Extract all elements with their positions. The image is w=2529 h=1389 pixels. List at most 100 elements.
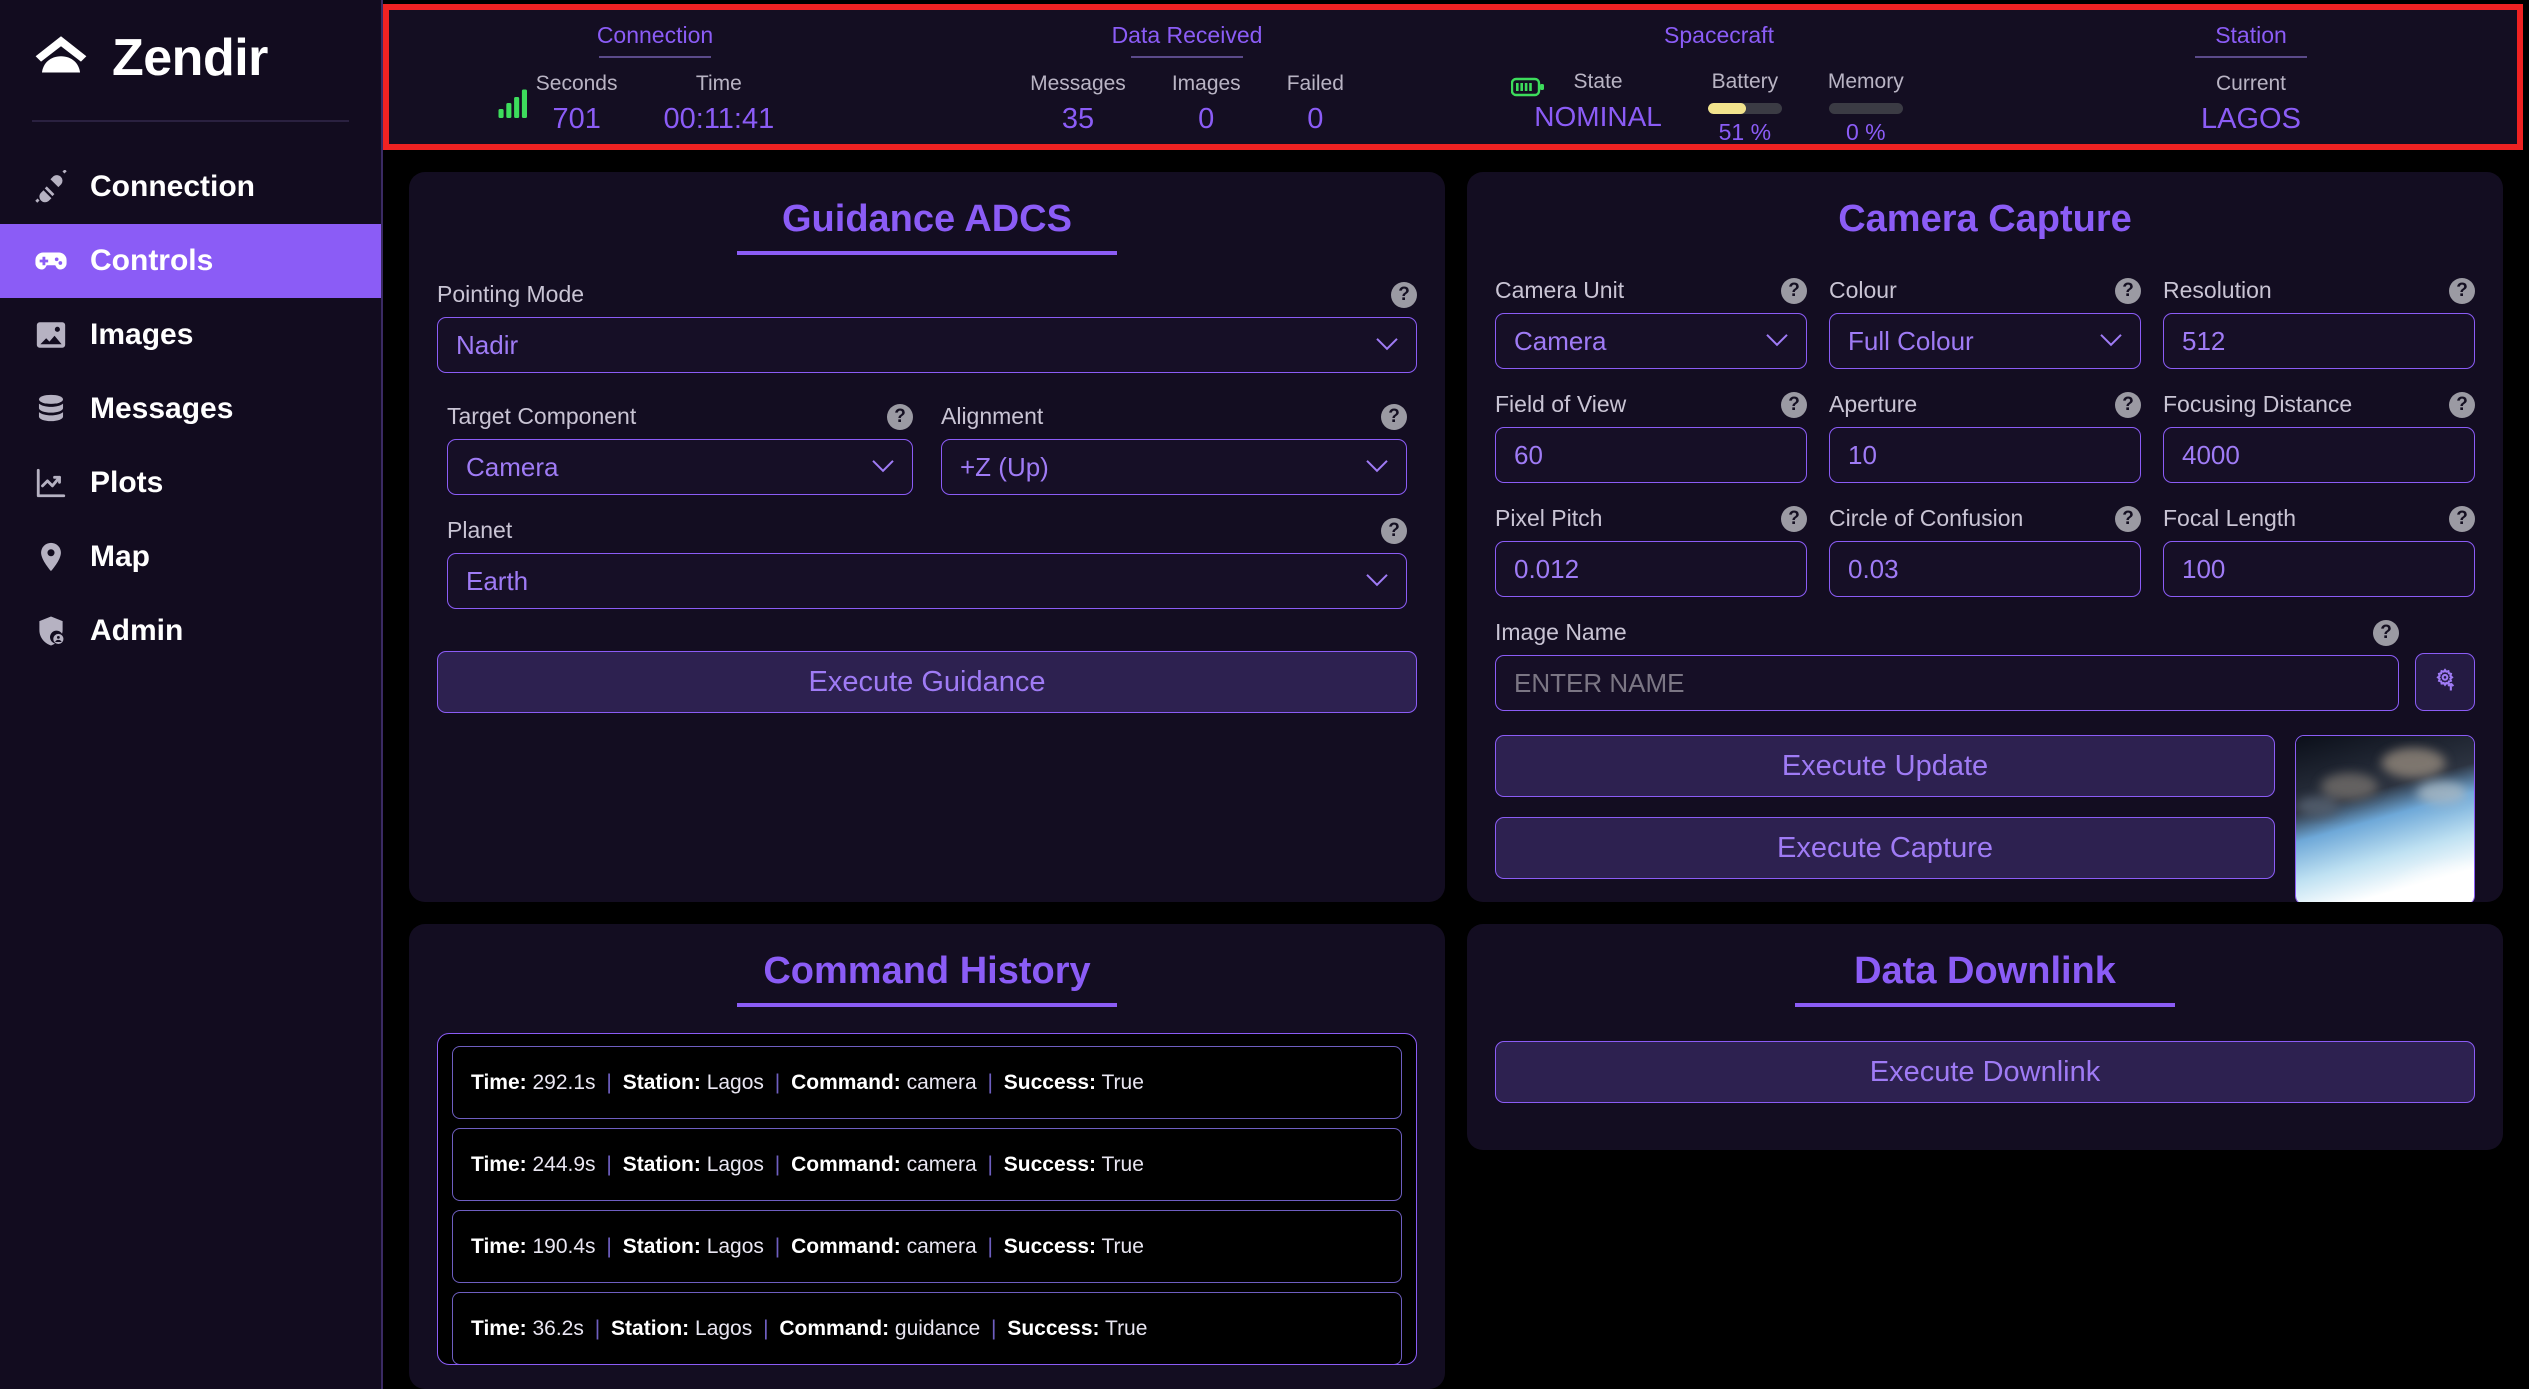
sidebar-item-connection[interactable]: Connection xyxy=(0,150,381,224)
focal-length-input[interactable]: 100 xyxy=(2163,541,2475,597)
station-value: Lagos xyxy=(706,1070,764,1094)
camera-unit-select[interactable]: Camera xyxy=(1495,313,1807,369)
stat-label: Failed xyxy=(1286,72,1344,95)
help-icon[interactable]: ? xyxy=(1781,277,1807,304)
chevron-down-icon xyxy=(1766,334,1788,347)
list-item[interactable]: Time: 190.4s | Station: Lagos | Command:… xyxy=(452,1210,1402,1283)
success-value: True xyxy=(1105,1316,1148,1340)
execute-capture-button[interactable]: Execute Capture xyxy=(1495,817,2275,879)
history-entry-text: Time: 36.2s | Station: Lagos | Command: … xyxy=(471,1317,1147,1341)
panel-command-history: Command History Time: 292.1s | Station: … xyxy=(409,924,1445,1389)
sidebar-item-admin[interactable]: Admin xyxy=(0,594,381,668)
command-history-list[interactable]: Time: 292.1s | Station: Lagos | Command:… xyxy=(437,1033,1417,1365)
line-chart-icon xyxy=(34,466,68,500)
help-icon[interactable]: ? xyxy=(887,403,913,430)
gear-upload-button[interactable] xyxy=(2415,653,2475,711)
image-name-input[interactable]: ENTER NAME xyxy=(1495,655,2399,711)
list-item[interactable]: Time: 244.9s | Station: Lagos | Command:… xyxy=(452,1128,1402,1201)
title-rule xyxy=(1131,56,1243,58)
planet-select[interactable]: Earth xyxy=(447,553,1407,609)
page-title: Guidance ADCS xyxy=(782,198,1072,240)
help-icon[interactable]: ? xyxy=(2449,505,2475,532)
help-icon[interactable]: ? xyxy=(1381,517,1407,544)
help-icon[interactable]: ? xyxy=(2373,619,2399,646)
status-group-data-received: Data Received Messages 35 Images 0 Faile… xyxy=(921,10,1453,144)
help-icon[interactable]: ? xyxy=(1781,505,1807,532)
stat-current-station: Current LAGOS xyxy=(2201,72,2301,136)
aperture-input[interactable]: 10 xyxy=(1829,427,2141,483)
help-icon[interactable]: ? xyxy=(1781,391,1807,418)
time-value: 292.1s xyxy=(532,1070,596,1094)
downlink-column: Data Downlink Execute Downlink xyxy=(1467,924,2503,1389)
stat-label: Images xyxy=(1171,72,1241,95)
chevron-down-icon xyxy=(1366,574,1388,587)
separator: | xyxy=(594,1316,601,1340)
help-icon[interactable]: ? xyxy=(2115,277,2141,304)
help-icon[interactable]: ? xyxy=(1391,281,1417,308)
time-value: 36.2s xyxy=(532,1316,584,1340)
sidebar-item-controls[interactable]: Controls xyxy=(0,224,381,298)
input-placeholder: ENTER NAME xyxy=(1514,667,1685,698)
circle-of-confusion-input[interactable]: 0.03 xyxy=(1829,541,2141,597)
pixel-pitch-input[interactable]: 0.012 xyxy=(1495,541,1807,597)
page-title: Camera Capture xyxy=(1838,198,2132,240)
resolution-input[interactable]: 512 xyxy=(2163,313,2475,369)
sidebar-item-label: Map xyxy=(90,540,150,573)
sidebar-item-plots[interactable]: Plots xyxy=(0,446,381,520)
sidebar-divider xyxy=(32,120,349,122)
field-resolution: Resolution ? 512 xyxy=(2163,277,2475,369)
history-entry-text: Time: 244.9s | Station: Lagos | Command:… xyxy=(471,1153,1144,1177)
status-group-title: Spacecraft xyxy=(1664,22,1774,48)
help-icon[interactable]: ? xyxy=(2449,277,2475,304)
stat-value: 35 xyxy=(1061,103,1095,135)
content-grid: Guidance ADCS Pointing Mode ? Nadir xyxy=(383,150,2529,1389)
select-value: Full Colour xyxy=(1848,325,1974,356)
stat-seconds: Seconds 701 xyxy=(536,72,618,136)
list-item[interactable]: Time: 292.1s | Station: Lagos | Command:… xyxy=(452,1046,1402,1119)
separator: | xyxy=(987,1152,993,1176)
capture-thumbnail[interactable] xyxy=(2295,735,2475,902)
field-of-view-input[interactable]: 60 xyxy=(1495,427,1807,483)
station-value: Lagos xyxy=(706,1234,764,1258)
stat-label: Battery xyxy=(1711,70,1779,93)
execute-update-button[interactable]: Execute Update xyxy=(1495,735,2275,797)
title-underline xyxy=(737,1003,1117,1007)
focusing-distance-input[interactable]: 4000 xyxy=(2163,427,2475,483)
stat-label: Time xyxy=(695,72,742,95)
gear-upload-icon xyxy=(2431,666,2459,699)
capture-actions-row: Execute Update Execute Capture xyxy=(1495,735,2475,902)
field-target-component: Target Component ? Camera xyxy=(447,403,913,495)
field-camera-unit: Camera Unit ? Camera xyxy=(1495,277,1807,369)
page-title: Command History xyxy=(763,950,1091,992)
list-item[interactable]: Time: 36.2s | Station: Lagos | Command: … xyxy=(452,1292,1402,1364)
pointing-mode-select[interactable]: Nadir xyxy=(437,317,1417,373)
sidebar-item-map[interactable]: Map xyxy=(0,520,381,594)
alignment-select[interactable]: +Z (Up) xyxy=(941,439,1407,495)
field-circle-of-confusion: Circle of Confusion ? 0.03 xyxy=(1829,505,2141,597)
camera-field-grid: Camera Unit ? Camera Colour ? xyxy=(1495,277,2475,597)
station-value: Lagos xyxy=(706,1152,764,1176)
execute-downlink-button[interactable]: Execute Downlink xyxy=(1495,1041,2475,1103)
history-entry-text: Time: 292.1s | Station: Lagos | Command:… xyxy=(471,1071,1144,1095)
help-icon[interactable]: ? xyxy=(2115,391,2141,418)
target-component-select[interactable]: Camera xyxy=(447,439,913,495)
separator: | xyxy=(774,1070,781,1094)
memory-progress-track xyxy=(1828,103,1903,114)
sidebar-item-images[interactable]: Images xyxy=(0,298,381,372)
success-value: True xyxy=(1101,1070,1144,1094)
field-pixel-pitch: Pixel Pitch ? 0.012 xyxy=(1495,505,1807,597)
status-group-spacecraft: Spacecraft State NOMINAL Battery xyxy=(1453,10,1985,145)
separator: | xyxy=(987,1234,993,1258)
colour-select[interactable]: Full Colour xyxy=(1829,313,2141,369)
sidebar-item-messages[interactable]: Messages xyxy=(0,372,381,446)
help-icon[interactable]: ? xyxy=(1381,403,1407,430)
execute-guidance-button[interactable]: Execute Guidance xyxy=(437,651,1417,713)
field-field-of-view: Field of View ? 60 xyxy=(1495,391,1807,483)
field-label: Resolution xyxy=(2163,277,2272,303)
help-icon[interactable]: ? xyxy=(2115,505,2141,532)
success-key: Success: xyxy=(1003,1070,1097,1094)
help-icon[interactable]: ? xyxy=(2449,391,2475,418)
gamepad-icon xyxy=(34,244,68,278)
station-key: Station: xyxy=(611,1316,690,1340)
captured-earth-image xyxy=(2296,736,2474,902)
